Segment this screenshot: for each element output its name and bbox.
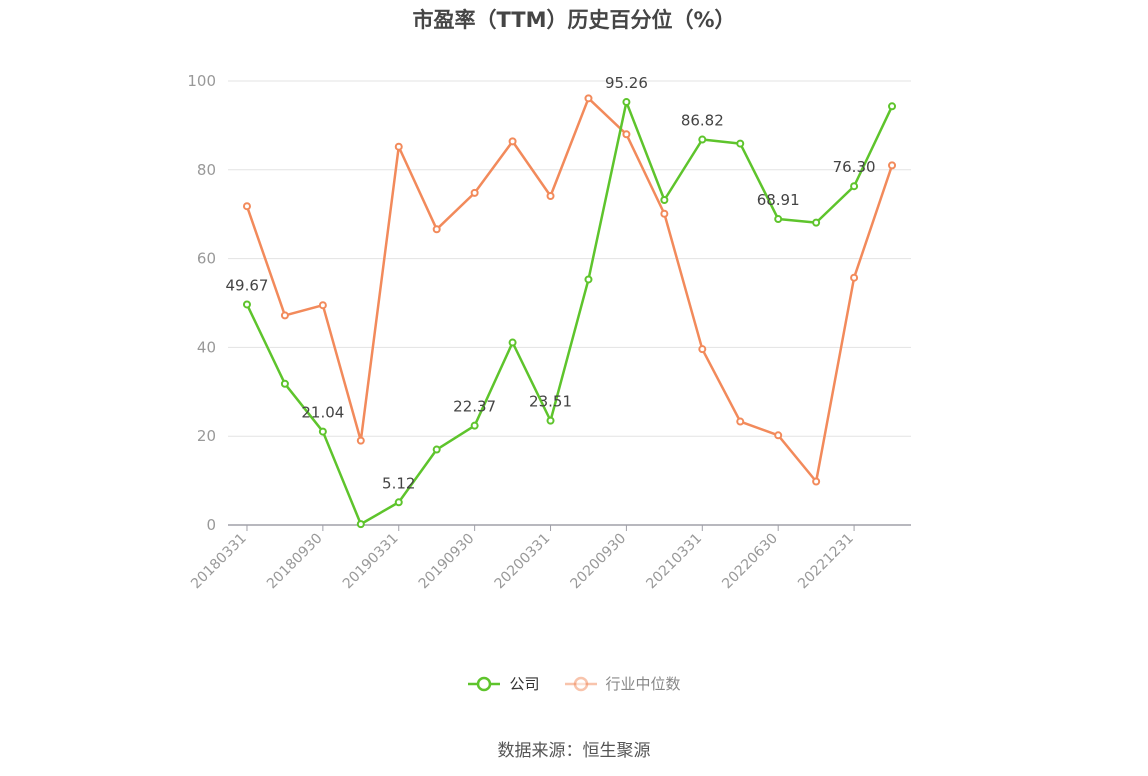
legend-marker-icon [564, 676, 597, 691]
x-tick-label: 20210331 [643, 531, 705, 593]
axis-layer: 0 20 40 60 80 100 20180331 20180930 20190331 2019… [187, 72, 911, 592]
data-point[interactable] [660, 209, 669, 218]
y-tick-label: 80 [197, 161, 216, 179]
data-point[interactable] [622, 130, 631, 139]
legend-item[interactable]: 公司 [467, 673, 540, 694]
data-point[interactable] [736, 417, 745, 426]
data-point[interactable] [394, 498, 403, 507]
data-point[interactable] [280, 379, 289, 388]
x-tick-label: 20180930 [264, 531, 326, 593]
x-tick-label: 20190930 [416, 531, 478, 593]
data-point[interactable] [584, 275, 593, 284]
data-point[interactable] [812, 218, 821, 227]
y-tick-label: 20 [197, 427, 216, 445]
data-label: 49.67 [225, 276, 268, 294]
data-label: 86.82 [681, 112, 724, 130]
x-tick-label: 20220630 [719, 531, 781, 593]
x-tick-label: 20180331 [188, 531, 250, 593]
data-point[interactable] [432, 225, 441, 234]
y-tick-label: 100 [187, 72, 216, 90]
legend-label: 行业中位数 [605, 675, 681, 693]
data-point[interactable] [470, 188, 479, 197]
data-point[interactable] [356, 436, 365, 445]
data-point[interactable] [850, 273, 859, 282]
data-point[interactable] [508, 137, 517, 146]
legend-item[interactable]: 行业中位数 [564, 673, 681, 694]
data-point[interactable] [546, 191, 555, 200]
chart-title: 市盈率（TTM）历史百分位（%） [412, 8, 736, 32]
y-tick-label: 60 [197, 250, 216, 268]
x-tick-label: 20190331 [340, 531, 402, 593]
legend-marker-icon [468, 676, 501, 691]
data-label: 21.04 [301, 404, 344, 422]
data-label-layer: 49.67 21.04 5.12 22.37 23.51 95.26 86.82 68.91 7… [225, 74, 875, 492]
data-point[interactable] [432, 445, 441, 454]
legend-label: 公司 [509, 675, 540, 693]
data-label: 95.26 [605, 74, 648, 92]
data-point[interactable] [660, 195, 669, 204]
x-tick-label: 20221231 [795, 531, 857, 593]
data-point[interactable] [812, 477, 821, 486]
data-point[interactable] [394, 142, 403, 151]
data-point[interactable] [888, 161, 897, 170]
data-point[interactable] [774, 215, 783, 224]
data-point[interactable] [280, 311, 289, 320]
data-point[interactable] [888, 102, 897, 111]
data-point[interactable] [470, 421, 479, 430]
data-label: 22.37 [453, 398, 496, 416]
data-point[interactable] [546, 416, 555, 425]
data-point[interactable] [318, 427, 327, 436]
legend-circle [573, 676, 588, 691]
data-point[interactable] [698, 345, 707, 354]
data-point[interactable] [318, 301, 327, 310]
data-point[interactable] [508, 338, 517, 347]
data-point[interactable] [698, 135, 707, 144]
data-point[interactable] [622, 98, 631, 107]
data-point[interactable] [736, 139, 745, 148]
y-tick-label: 0 [206, 516, 216, 534]
x-tick-label: 20200331 [492, 531, 554, 593]
data-point[interactable] [242, 300, 251, 309]
data-label: 23.51 [529, 393, 572, 411]
legend-circle [477, 676, 492, 691]
grid-layer [228, 80, 911, 437]
data-point[interactable] [356, 520, 365, 529]
y-tick-label: 40 [197, 338, 216, 356]
series-layer [242, 94, 897, 529]
data-point[interactable] [242, 202, 251, 211]
series-line-0 [245, 100, 894, 526]
source-note: 数据来源：恒生聚源 [497, 741, 651, 761]
data-label: 5.12 [382, 474, 415, 492]
data-point[interactable] [774, 431, 783, 440]
x-tick-label: 20200930 [568, 531, 630, 593]
data-label: 68.91 [757, 191, 800, 209]
data-point[interactable] [584, 94, 593, 103]
legend: 公司 行业中位数 [0, 673, 1148, 694]
data-label: 76.30 [833, 158, 876, 176]
series-line-1 [245, 97, 894, 483]
data-point[interactable] [850, 182, 859, 191]
